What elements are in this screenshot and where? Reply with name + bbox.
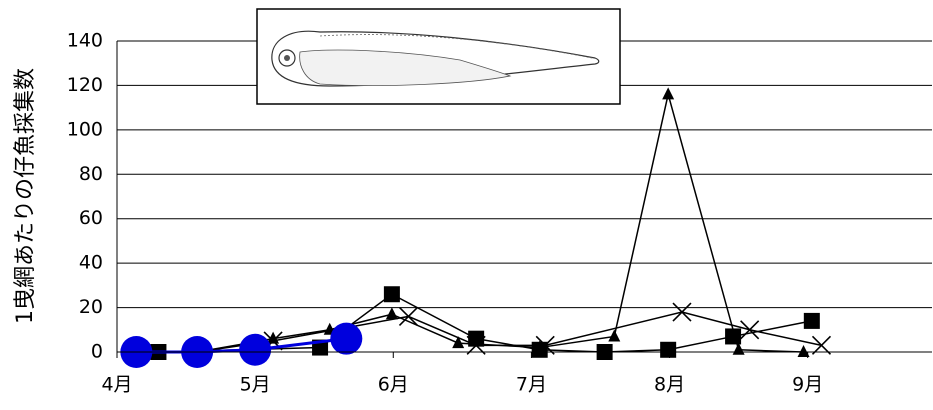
triangle-marker bbox=[732, 342, 745, 355]
x-tick-label: 8月 bbox=[654, 374, 685, 396]
x-tick-label: 7月 bbox=[516, 374, 547, 396]
cross-marker bbox=[672, 302, 692, 322]
triangle-marker bbox=[662, 87, 675, 100]
square-marker bbox=[660, 341, 677, 358]
cross-marker bbox=[740, 320, 760, 340]
x-tick-label: 6月 bbox=[378, 374, 409, 396]
triangle-marker bbox=[608, 329, 621, 342]
larva-illustration bbox=[256, 8, 621, 105]
cross-marker bbox=[535, 335, 555, 355]
y-tick-label: 80 bbox=[79, 163, 103, 185]
cross-marker bbox=[811, 335, 832, 355]
y-axis-label: 1曳網あたりの仔魚採集数 bbox=[13, 68, 38, 324]
circle-marker bbox=[239, 333, 272, 366]
triangle-marker bbox=[452, 336, 465, 349]
cross-marker bbox=[466, 335, 486, 355]
circle-marker bbox=[330, 322, 363, 355]
series-line bbox=[197, 311, 822, 353]
triangle-marker bbox=[385, 307, 398, 320]
triangle-marker bbox=[533, 340, 546, 353]
y-tick-label: 120 bbox=[67, 74, 103, 96]
x-tick-label: 5月 bbox=[240, 374, 271, 396]
square-marker bbox=[383, 286, 400, 303]
y-tick-label: 140 bbox=[67, 30, 103, 52]
series-line bbox=[196, 94, 804, 353]
y-tick-label: 100 bbox=[67, 118, 103, 140]
square-marker bbox=[725, 328, 742, 345]
triangle-marker bbox=[797, 345, 810, 357]
square-marker bbox=[803, 312, 820, 329]
square-marker bbox=[468, 330, 485, 347]
x-tick-label: 4月 bbox=[101, 374, 132, 396]
cross-marker bbox=[398, 306, 419, 327]
x-tick-label: 9月 bbox=[792, 374, 823, 396]
y-tick-label: 0 bbox=[91, 341, 103, 363]
y-tick-label: 60 bbox=[79, 207, 103, 229]
y-tick-label: 40 bbox=[79, 252, 103, 274]
y-tick-label: 20 bbox=[79, 296, 103, 318]
